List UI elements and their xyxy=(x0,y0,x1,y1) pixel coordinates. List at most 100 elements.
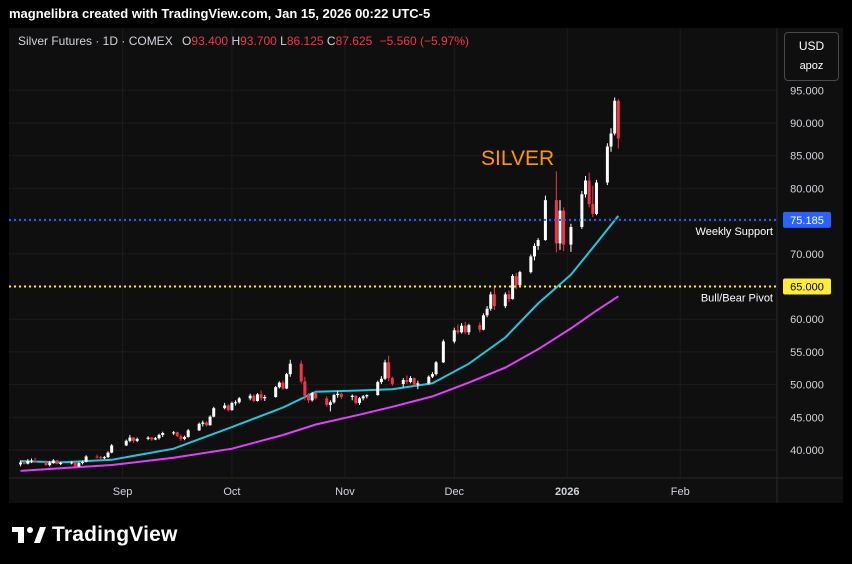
candle-body xyxy=(70,462,74,464)
candle-body xyxy=(128,437,132,441)
candle-body xyxy=(252,395,256,401)
x-tick-label-1: Oct xyxy=(223,486,240,498)
candle-body xyxy=(306,395,310,401)
candle-body xyxy=(412,378,416,385)
level-price-label-0: 75.185 xyxy=(790,215,824,227)
candle-body xyxy=(387,362,391,379)
time-axis: Sep Oct Nov Dec 2026 Feb xyxy=(113,486,690,498)
candle-body xyxy=(613,100,617,134)
candle-body xyxy=(19,462,23,465)
candle-body xyxy=(223,405,227,409)
candle-body xyxy=(146,437,150,439)
y-tick-label-4: 60.000 xyxy=(790,314,824,326)
candle-body xyxy=(481,315,485,330)
candle-body xyxy=(430,374,434,377)
candle-body xyxy=(485,308,489,316)
candle-body xyxy=(503,294,507,307)
candle-body xyxy=(416,383,420,385)
candle-body xyxy=(328,402,332,405)
candle-body xyxy=(197,423,201,431)
candle-body xyxy=(212,408,216,417)
candle-body xyxy=(288,363,292,375)
high-value: 93.700 xyxy=(240,34,277,48)
change-value: −5.560 (−5.97%) xyxy=(379,34,470,48)
candle-body xyxy=(456,330,460,333)
tradingview-logo-text: TradingView xyxy=(52,523,178,546)
candle-body xyxy=(478,325,482,330)
candle-body xyxy=(77,463,81,467)
candle-body xyxy=(95,456,99,458)
candle-body xyxy=(201,422,205,424)
close-label: C xyxy=(326,34,336,48)
candle-body xyxy=(354,395,358,403)
moving-average-line-1 xyxy=(20,295,619,472)
unit-code: apoz xyxy=(799,60,824,72)
close-value: 87.625 xyxy=(335,34,373,48)
candle-body xyxy=(135,438,139,441)
candle-body xyxy=(569,226,573,245)
candle-body xyxy=(186,430,190,437)
candle-body xyxy=(489,294,493,309)
candle-body xyxy=(102,457,106,459)
candle-body xyxy=(234,402,238,404)
candle-body xyxy=(507,294,511,299)
candle-body xyxy=(383,362,387,379)
candle-body xyxy=(390,378,394,384)
candle-body xyxy=(587,180,591,205)
candle-body xyxy=(376,381,380,396)
symbol-legend[interactable]: Silver Futures · 1D · COMEX O93.400 H93.… xyxy=(18,34,469,48)
candle-body xyxy=(558,210,562,244)
candle-body xyxy=(172,432,176,434)
chart-frame[interactable] xyxy=(9,28,843,503)
y-tick-label-3: 55.000 xyxy=(790,347,824,359)
candle-body xyxy=(132,437,136,441)
candle-body xyxy=(73,462,77,467)
currency-selector[interactable]: USD apoz xyxy=(784,32,839,81)
level-name-label-1: Bull/Bear Pivot xyxy=(701,293,773,305)
moving-average-line-0 xyxy=(20,215,620,464)
candle-body xyxy=(336,393,340,396)
candle-body xyxy=(157,434,161,439)
level-price-label-1: 65.000 xyxy=(790,282,824,294)
candle-body xyxy=(259,394,263,399)
low-value: 86.125 xyxy=(286,34,324,48)
x-tick-label-0: Sep xyxy=(113,486,133,498)
candle-body xyxy=(580,194,584,227)
candle-body xyxy=(263,397,267,399)
high-label: H xyxy=(231,34,241,48)
candle-body xyxy=(48,463,52,466)
candle-body xyxy=(208,416,212,426)
candle-body xyxy=(427,376,431,384)
y-tick-label-0: 40.000 xyxy=(790,445,824,457)
y-tick-label-10: 90.000 xyxy=(790,118,824,130)
tradingview-logo[interactable]: TradingView xyxy=(12,520,178,550)
candle-body xyxy=(529,256,533,273)
level-name-label-0: Weekly Support xyxy=(696,226,773,238)
y-tick-label-11: 95.000 xyxy=(790,85,824,97)
candle-body xyxy=(616,100,620,139)
candle-body xyxy=(536,240,540,246)
candle-body xyxy=(532,245,536,257)
candle-body xyxy=(175,432,179,437)
candle-body xyxy=(285,374,289,389)
y-tick-label-8: 80.000 xyxy=(790,183,824,195)
candle-body xyxy=(401,380,405,384)
candle-body xyxy=(591,204,595,214)
candle-body xyxy=(405,380,409,382)
candle-body xyxy=(314,393,318,399)
candle-body xyxy=(26,461,30,464)
x-tick-label-2: Nov xyxy=(335,486,355,498)
candle-body xyxy=(361,396,365,399)
candle-body xyxy=(281,382,285,389)
candle-body xyxy=(332,395,336,403)
candle-body xyxy=(511,276,515,299)
x-tick-label-3: Dec xyxy=(445,486,465,498)
candle-body xyxy=(81,461,84,464)
candle-body xyxy=(609,133,613,147)
candle-body xyxy=(150,437,154,440)
candle-body xyxy=(562,210,566,245)
candle-body xyxy=(467,325,471,333)
level-price-tag-1 xyxy=(783,278,831,295)
candle-body xyxy=(51,460,55,464)
